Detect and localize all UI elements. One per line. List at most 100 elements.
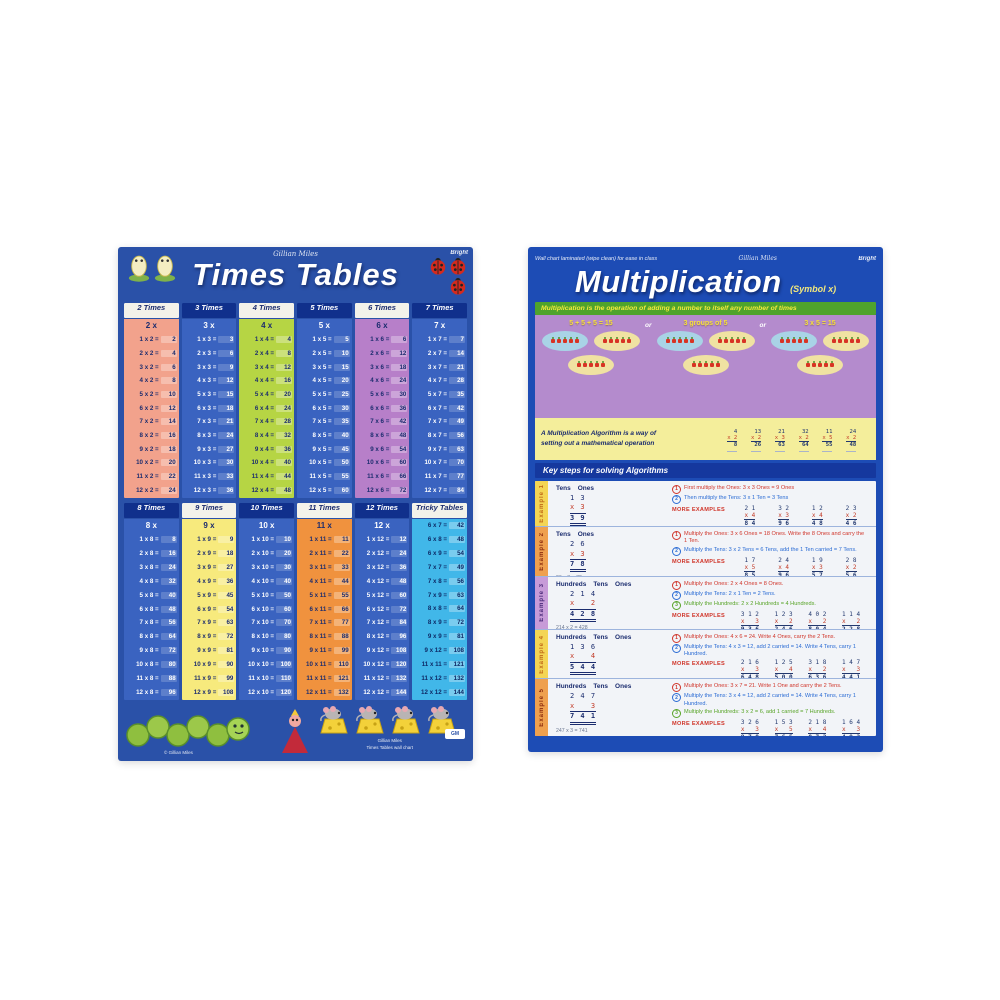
step-text: Multiply the Ones: 3 x 6 Ones = 18 Ones.… (684, 531, 865, 545)
equation: 9 x 9 = (427, 633, 447, 641)
step: 2 Multiply the Tens: 3 x 4 = 12, add 2 ca… (672, 693, 868, 708)
product-value: 11 (333, 536, 350, 544)
table-row: 1 x 9 = 9 (184, 533, 235, 547)
step: 2 Multiply the Tens: 4 x 3 = 12, add 2 ca… (672, 643, 868, 659)
product-value: 20 (276, 550, 292, 558)
fruit-group (594, 331, 640, 351)
product-value: 56 (449, 432, 465, 440)
equation: 9 x 5 = (312, 445, 332, 453)
berry-icon (838, 337, 842, 343)
product-value: 99 (333, 647, 350, 655)
step-text: Multiply the Tens: 2 x 1 Ten = 2 Tens. (684, 590, 776, 597)
equation: 1 x 11 = (309, 536, 332, 544)
berry-icon (844, 337, 848, 343)
poster-title: Times Tables (192, 257, 399, 292)
table-row: 4 x 12 = 48 (357, 574, 408, 588)
table-row: 2 x 6 = 12 (357, 347, 408, 361)
fruit-groups (656, 331, 755, 375)
equation: 8 x 6 = (370, 432, 390, 440)
equation: 1 x 6 = (370, 336, 390, 344)
table-row: 8 x 8 = 64 (414, 602, 465, 616)
place-header: Ones (615, 580, 632, 588)
place-header: Ones (615, 683, 632, 691)
or-label: or (759, 322, 767, 329)
product-value: 54 (391, 445, 408, 453)
equation: 9 x 8 = (139, 647, 159, 655)
equation: 1 x 8 = (139, 536, 159, 544)
place-header: Ones (577, 531, 594, 539)
berry-icon (589, 361, 593, 367)
equation: 4 x 10 = (251, 577, 274, 585)
algorithm-line: 2 6 (570, 540, 586, 549)
berry-icon (677, 337, 682, 343)
product-value: 40 (160, 591, 177, 599)
equation: 7 x 5 = (312, 418, 332, 426)
table-row: 12 x 8 = 96 (126, 685, 177, 699)
place-value-headers: Tens Ones (556, 485, 668, 492)
algorithm-line: 5 4 4 (570, 663, 597, 676)
berry-icon (575, 337, 579, 343)
product-value: 15 (218, 391, 235, 399)
equation: 3 x 12 = (366, 564, 390, 572)
table-row: 2 x 7 = 14 (414, 347, 465, 361)
berry-icon (665, 337, 670, 343)
equation: 12 x 2 = (136, 486, 159, 494)
berry-icon (609, 337, 613, 343)
table-row: 3 x 7 = 21 (414, 360, 465, 374)
product-value: 70 (276, 619, 292, 627)
berry-icon (563, 337, 567, 343)
example-steps: 1 Multiply the Ones: 4 x 6 = 24. Write 4 … (670, 630, 876, 678)
berry-icon (709, 361, 714, 367)
equation: 7 x 3 = (197, 418, 217, 426)
product-value: 56 (449, 577, 465, 585)
algorithm-caption: 136 x 4 = 544 (556, 678, 668, 679)
product-value: 20 (333, 377, 350, 385)
equation: 10 x 4 = (251, 459, 274, 467)
equation: 9 x 4 = (254, 445, 274, 453)
place-header: Hundreds (556, 580, 587, 588)
product-value: 80 (160, 660, 177, 668)
table-header: 10 Times (239, 503, 294, 518)
table-row: 6 x 10 = 60 (241, 602, 292, 616)
product-value: 120 (276, 688, 292, 696)
equation: 11 x 10 = (248, 674, 274, 682)
equation: 8 x 8 = (139, 633, 159, 641)
step-text: Multiply the Tens: 3 x 4 = 12, add 2 car… (684, 693, 856, 707)
equation: 10 x 11 = (306, 660, 332, 668)
table-row: 3 x 9 = 27 (184, 561, 235, 575)
mouse-cheese-icon (356, 706, 384, 734)
equation: 10 x 12 = (363, 660, 390, 668)
equation: 7 x 9 = (427, 591, 447, 599)
equation: 1 x 12 = (366, 536, 390, 544)
product-value: 64 (449, 605, 465, 613)
table-row: 12 x 12 = 144 (357, 685, 408, 699)
equation: 5 x 4 = (254, 391, 274, 399)
table-row: 9 x 12 = 108 (357, 644, 408, 658)
example-tab-label: Example 5 (538, 688, 545, 728)
equation: 10 x 6 = (366, 459, 390, 467)
table-row: 11 x 3 = 33 (184, 470, 235, 484)
product-value: 50 (333, 459, 350, 467)
equation: 11 x 3 = (194, 473, 217, 481)
step-number: 2 (672, 643, 681, 653)
table-row: 11 x 12 = 132 (357, 671, 408, 685)
ladybug-icon (450, 277, 466, 295)
berry-icon (603, 337, 607, 343)
equation: 1 x 3 = (197, 336, 217, 344)
concept-group: 5 + 5 + 5 = 15 (541, 320, 641, 416)
table-subheader: 7 x (434, 321, 446, 330)
product-value: 63 (218, 619, 235, 627)
table-row: 6 x 8 = 48 (414, 533, 465, 547)
equation: 6 x 7 = (427, 404, 447, 412)
product-value: 24 (391, 550, 408, 558)
equation: 6 x 8 = (139, 605, 159, 613)
more-examples-label: MORE EXAMPLES (672, 612, 726, 619)
product-value: 16 (160, 550, 177, 558)
